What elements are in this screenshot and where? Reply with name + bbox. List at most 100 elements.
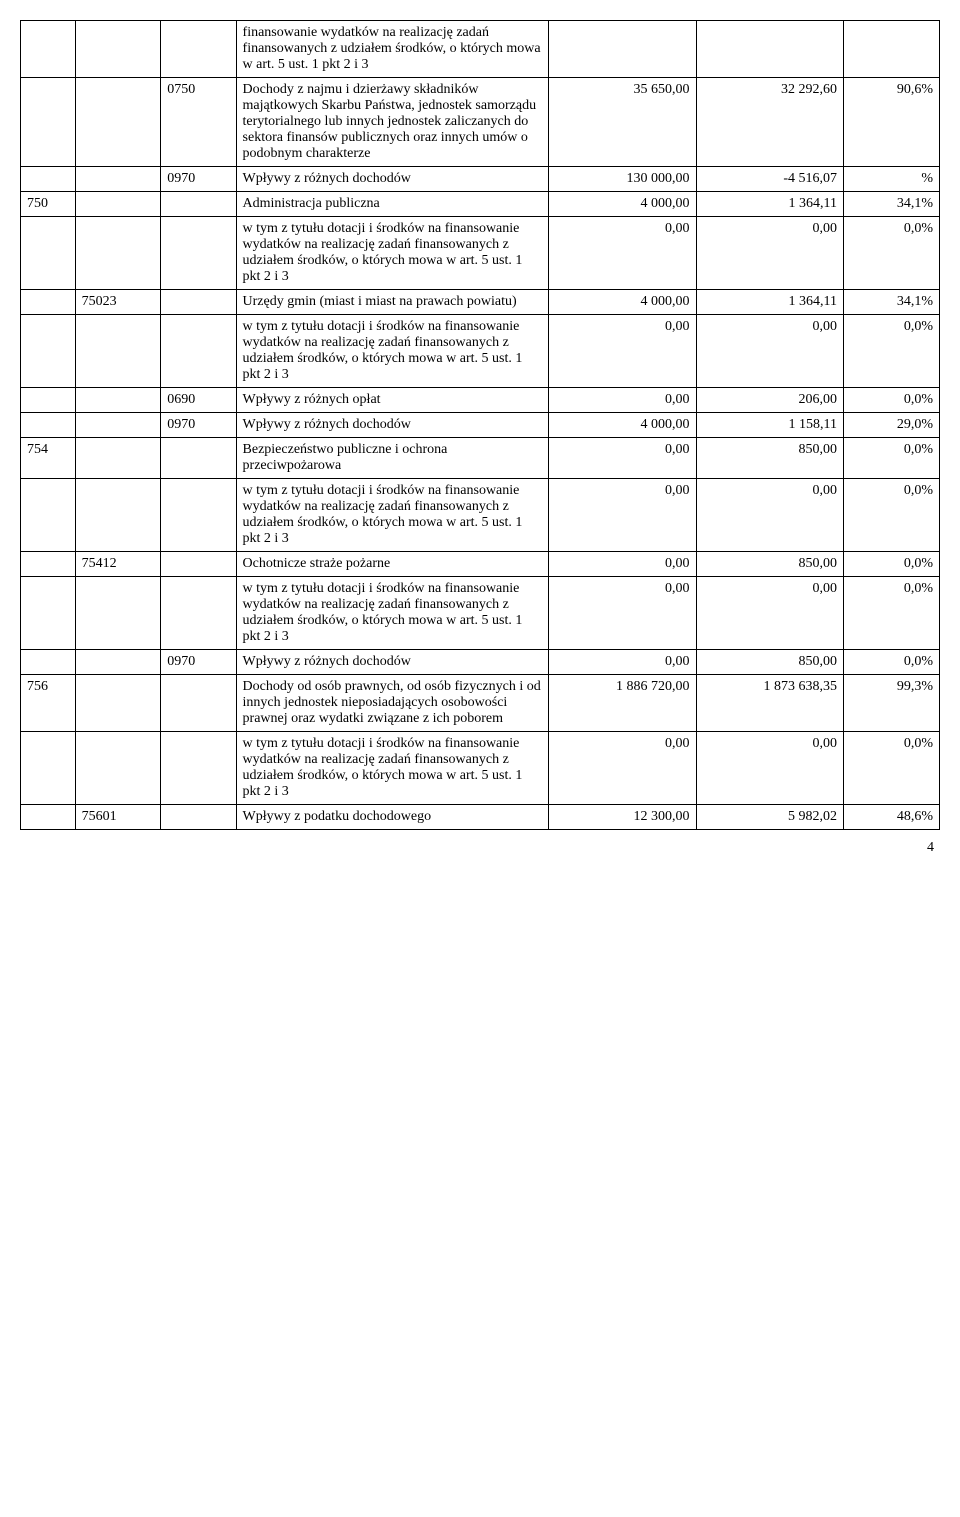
cell-procent: 0,0% xyxy=(844,217,940,290)
cell-plan: 0,00 xyxy=(549,732,696,805)
cell-wykonanie: 0,00 xyxy=(696,479,843,552)
table-row: 0690Wpływy z różnych opłat0,00206,000,0% xyxy=(21,388,940,413)
cell-plan: 0,00 xyxy=(549,552,696,577)
table-row: finansowanie wydatków na realizację zada… xyxy=(21,21,940,78)
cell-paragraf: 0970 xyxy=(161,413,236,438)
cell-dzial xyxy=(21,552,76,577)
cell-dzial: 754 xyxy=(21,438,76,479)
cell-opis: Dochody z najmu i dzierżawy składników m… xyxy=(236,78,549,167)
table-row: 754Bezpieczeństwo publiczne i ochrona pr… xyxy=(21,438,940,479)
cell-plan: 12 300,00 xyxy=(549,805,696,830)
cell-plan: 0,00 xyxy=(549,315,696,388)
cell-dzial xyxy=(21,78,76,167)
cell-wykonanie: 32 292,60 xyxy=(696,78,843,167)
cell-procent: % xyxy=(844,167,940,192)
cell-rozdzial: 75023 xyxy=(75,290,161,315)
cell-wykonanie: 0,00 xyxy=(696,217,843,290)
cell-dzial xyxy=(21,577,76,650)
cell-opis: Wpływy z różnych opłat xyxy=(236,388,549,413)
cell-dzial xyxy=(21,167,76,192)
cell-opis: w tym z tytułu dotacji i środków na fina… xyxy=(236,732,549,805)
cell-plan: 4 000,00 xyxy=(549,290,696,315)
cell-wykonanie: 0,00 xyxy=(696,577,843,650)
cell-procent: 0,0% xyxy=(844,388,940,413)
cell-rozdzial xyxy=(75,650,161,675)
cell-procent: 90,6% xyxy=(844,78,940,167)
cell-wykonanie: 206,00 xyxy=(696,388,843,413)
cell-opis: Wpływy z różnych dochodów xyxy=(236,167,549,192)
cell-wykonanie: 1 873 638,35 xyxy=(696,675,843,732)
cell-dzial xyxy=(21,805,76,830)
cell-paragraf xyxy=(161,315,236,388)
table-row: 0970Wpływy z różnych dochodów130 000,00-… xyxy=(21,167,940,192)
cell-wykonanie: 1 364,11 xyxy=(696,192,843,217)
cell-rozdzial xyxy=(75,413,161,438)
cell-paragraf xyxy=(161,577,236,650)
cell-dzial xyxy=(21,217,76,290)
cell-paragraf: 0970 xyxy=(161,167,236,192)
cell-plan: 0,00 xyxy=(549,479,696,552)
cell-procent: 0,0% xyxy=(844,650,940,675)
cell-opis: Dochody od osób prawnych, od osób fizycz… xyxy=(236,675,549,732)
table-row: 0970Wpływy z różnych dochodów0,00850,000… xyxy=(21,650,940,675)
cell-procent: 0,0% xyxy=(844,479,940,552)
table-row: w tym z tytułu dotacji i środków na fina… xyxy=(21,315,940,388)
cell-paragraf: 0970 xyxy=(161,650,236,675)
cell-wykonanie: 0,00 xyxy=(696,315,843,388)
cell-plan: 4 000,00 xyxy=(549,192,696,217)
cell-paragraf xyxy=(161,732,236,805)
cell-wykonanie: -4 516,07 xyxy=(696,167,843,192)
cell-dzial xyxy=(21,413,76,438)
cell-procent: 0,0% xyxy=(844,577,940,650)
table-row: w tym z tytułu dotacji i środków na fina… xyxy=(21,577,940,650)
cell-rozdzial xyxy=(75,479,161,552)
cell-rozdzial xyxy=(75,78,161,167)
cell-opis: w tym z tytułu dotacji i środków na fina… xyxy=(236,315,549,388)
cell-wykonanie: 850,00 xyxy=(696,552,843,577)
cell-plan: 0,00 xyxy=(549,650,696,675)
cell-paragraf: 0750 xyxy=(161,78,236,167)
cell-paragraf xyxy=(161,805,236,830)
cell-wykonanie: 0,00 xyxy=(696,732,843,805)
cell-dzial xyxy=(21,650,76,675)
cell-opis: w tym z tytułu dotacji i środków na fina… xyxy=(236,217,549,290)
table-row: 75601Wpływy z podatku dochodowego12 300,… xyxy=(21,805,940,830)
cell-rozdzial xyxy=(75,315,161,388)
cell-dzial xyxy=(21,732,76,805)
cell-dzial xyxy=(21,290,76,315)
cell-plan: 0,00 xyxy=(549,388,696,413)
table-row: w tym z tytułu dotacji i środków na fina… xyxy=(21,217,940,290)
cell-paragraf xyxy=(161,438,236,479)
cell-wykonanie xyxy=(696,21,843,78)
cell-rozdzial xyxy=(75,388,161,413)
cell-opis: Urzędy gmin (miast i miast na prawach po… xyxy=(236,290,549,315)
cell-rozdzial xyxy=(75,438,161,479)
cell-paragraf: 0690 xyxy=(161,388,236,413)
cell-procent: 29,0% xyxy=(844,413,940,438)
cell-dzial xyxy=(21,479,76,552)
cell-opis: Administracja publiczna xyxy=(236,192,549,217)
cell-opis: Wpływy z różnych dochodów xyxy=(236,413,549,438)
cell-procent: 0,0% xyxy=(844,315,940,388)
cell-dzial xyxy=(21,388,76,413)
cell-rozdzial xyxy=(75,217,161,290)
cell-paragraf xyxy=(161,552,236,577)
cell-rozdzial xyxy=(75,167,161,192)
table-row: 756Dochody od osób prawnych, od osób fiz… xyxy=(21,675,940,732)
page-number: 4 xyxy=(20,830,940,856)
cell-rozdzial: 75601 xyxy=(75,805,161,830)
cell-opis: Wpływy z różnych dochodów xyxy=(236,650,549,675)
cell-plan: 0,00 xyxy=(549,577,696,650)
cell-procent: 34,1% xyxy=(844,192,940,217)
cell-paragraf xyxy=(161,192,236,217)
cell-dzial: 750 xyxy=(21,192,76,217)
cell-procent: 48,6% xyxy=(844,805,940,830)
cell-opis: w tym z tytułu dotacji i środków na fina… xyxy=(236,479,549,552)
cell-paragraf xyxy=(161,479,236,552)
cell-paragraf xyxy=(161,675,236,732)
table-row: 75023 Urzędy gmin (miast i miast na prawa… xyxy=(21,290,940,315)
table-row: w tym z tytułu dotacji i środków na fina… xyxy=(21,732,940,805)
cell-opis: w tym z tytułu dotacji i środków na fina… xyxy=(236,577,549,650)
cell-wykonanie: 850,00 xyxy=(696,438,843,479)
cell-rozdzial xyxy=(75,21,161,78)
